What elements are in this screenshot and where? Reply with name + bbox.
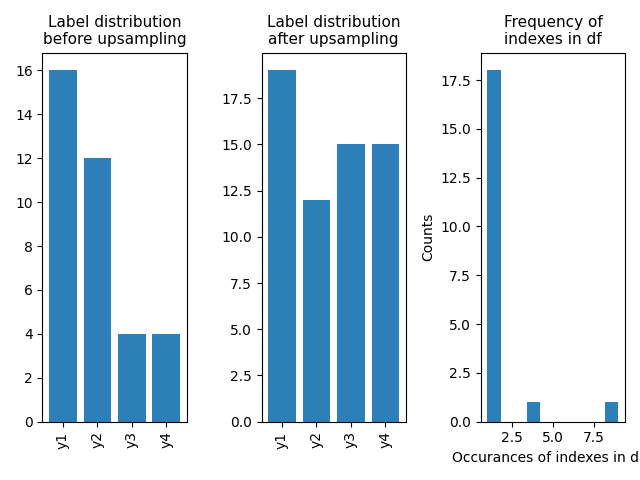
Bar (527, 402, 540, 422)
Bar (118, 334, 145, 422)
Title: Frequency of
indexes in df: Frequency of indexes in df (504, 15, 602, 48)
Bar (372, 144, 399, 422)
X-axis label: Occurances of indexes in dat: Occurances of indexes in dat (452, 451, 640, 465)
Title: Label distribution
after upsampling: Label distribution after upsampling (267, 15, 401, 48)
Bar (49, 70, 77, 422)
Title: Label distribution
before upsampling: Label distribution before upsampling (43, 15, 186, 48)
Bar (488, 70, 500, 422)
Y-axis label: Counts: Counts (421, 213, 435, 262)
Bar (337, 144, 365, 422)
Bar (268, 70, 296, 422)
Bar (83, 158, 111, 422)
Bar (605, 402, 618, 422)
Bar (303, 200, 330, 422)
Bar (152, 334, 180, 422)
